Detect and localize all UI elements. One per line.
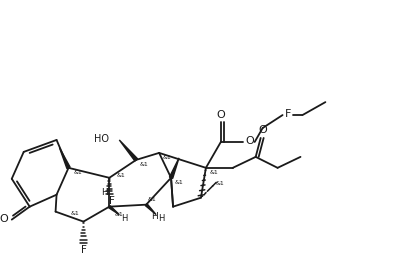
Polygon shape — [108, 206, 119, 215]
Text: &1: &1 — [71, 211, 80, 216]
Text: F: F — [80, 246, 87, 255]
Text: &1: &1 — [215, 181, 224, 186]
Text: O: O — [245, 136, 254, 146]
Text: &1: &1 — [140, 162, 149, 167]
Text: HO: HO — [94, 134, 109, 144]
Polygon shape — [60, 148, 70, 169]
Polygon shape — [169, 158, 179, 178]
Text: &1: &1 — [117, 173, 126, 178]
Text: &1: &1 — [209, 170, 218, 175]
Text: F: F — [109, 196, 115, 206]
Text: H: H — [151, 212, 157, 221]
Text: &1: &1 — [74, 170, 83, 175]
Text: H: H — [158, 214, 164, 223]
Text: &1: &1 — [115, 212, 124, 217]
Text: O: O — [0, 214, 8, 224]
Text: H: H — [101, 188, 108, 197]
Text: H: H — [121, 214, 127, 223]
Text: O: O — [216, 110, 225, 120]
Polygon shape — [145, 204, 156, 215]
Text: &1: &1 — [148, 197, 157, 202]
Text: O: O — [258, 125, 267, 135]
Text: F: F — [286, 109, 292, 119]
Text: &1: &1 — [163, 155, 171, 160]
Text: &1: &1 — [175, 180, 183, 185]
Polygon shape — [119, 140, 138, 161]
